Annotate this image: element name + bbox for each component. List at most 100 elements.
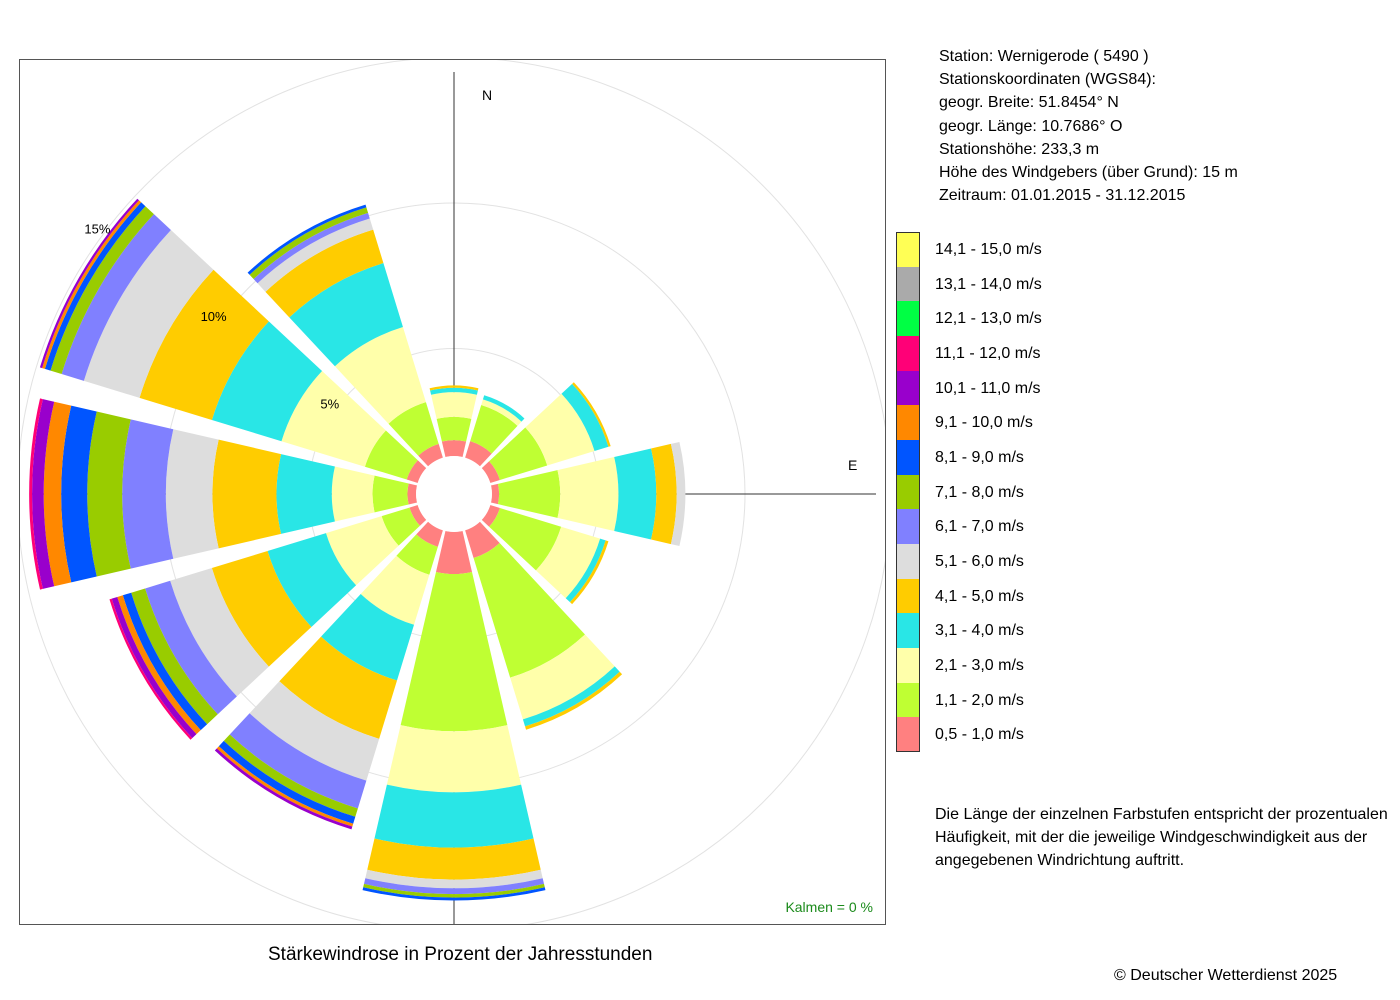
sector-90-band-3 bbox=[557, 457, 619, 531]
sector-210-band-3 bbox=[360, 555, 430, 625]
sector-270-band-4 bbox=[276, 454, 335, 534]
sector-330-band-3 bbox=[334, 327, 426, 424]
legend-label: 9,1 - 10,0 m/s bbox=[935, 414, 1033, 432]
sector-210-band-1 bbox=[416, 521, 443, 547]
sector-270-deg bbox=[29, 398, 418, 590]
sector-210-deg bbox=[214, 521, 443, 830]
sector-0-band-5 bbox=[429, 385, 479, 391]
legend-swatch bbox=[896, 405, 920, 440]
sector-300-band-5 bbox=[139, 269, 269, 420]
sector-90-band-2 bbox=[497, 470, 561, 518]
sector-330-band-2 bbox=[388, 402, 439, 456]
sector-210-band-9 bbox=[218, 740, 356, 824]
sector-180-band-8 bbox=[363, 883, 545, 898]
legend-swatch bbox=[896, 613, 920, 648]
sector-90-band-4 bbox=[614, 448, 657, 540]
sector-150-band-4 bbox=[522, 666, 620, 727]
sector-330-band-6 bbox=[257, 218, 374, 292]
sector-330-band-5 bbox=[265, 229, 384, 318]
sector-210-band-5 bbox=[279, 636, 397, 739]
sector-180-band-3 bbox=[386, 725, 522, 793]
sector-150-band-3 bbox=[510, 634, 615, 720]
sensor-height: Höhe des Windgebers (über Grund): 15 m bbox=[939, 164, 1238, 182]
legend-label: 5,1 - 6,0 m/s bbox=[935, 552, 1024, 570]
legend-item: 2,1 - 3,0 m/s bbox=[896, 647, 1096, 683]
sector-270-band-6 bbox=[165, 429, 219, 559]
latitude: geogr. Breite: 51.8454° N bbox=[939, 94, 1119, 112]
sector-90-deg bbox=[490, 441, 686, 547]
legend-swatch bbox=[896, 439, 920, 475]
sector-240-band-5 bbox=[211, 551, 312, 667]
sector-270-band-2 bbox=[372, 475, 409, 513]
sector-240-band-1 bbox=[409, 505, 427, 526]
sector-300-band-8 bbox=[50, 206, 154, 375]
legend-label: 8,1 - 9,0 m/s bbox=[935, 448, 1024, 466]
legend-swatch bbox=[896, 232, 920, 267]
wind-rose-chart: 5% 10% 15% N E bbox=[20, 60, 885, 924]
legend-item: 0,5 - 1,0 m/s bbox=[896, 717, 1096, 752]
wind-direction-sectors bbox=[29, 198, 686, 901]
sector-330-band-7 bbox=[253, 212, 370, 284]
legend-label: 10,1 - 11,0 m/s bbox=[935, 379, 1041, 397]
sector-60-band-4 bbox=[561, 383, 609, 452]
wind-rose-plot-frame: 5% 10% 15% N E Kalmen = 0 % bbox=[19, 59, 886, 925]
sector-330-band-1 bbox=[418, 443, 443, 467]
legend-label: 0,5 - 1,0 m/s bbox=[935, 726, 1024, 744]
sector-150-deg bbox=[465, 521, 623, 730]
sector-0-band-1 bbox=[441, 440, 467, 458]
legend-item: 12,1 - 13,0 m/s bbox=[896, 301, 1096, 336]
legend-item: 3,1 - 4,0 m/s bbox=[896, 613, 1096, 648]
ring-label-5: 5% bbox=[320, 396, 339, 411]
legend-item: 11,1 - 12,0 m/s bbox=[896, 335, 1096, 371]
sector-210-band-8 bbox=[223, 734, 358, 817]
sector-270-band-1 bbox=[407, 483, 418, 505]
legend-label: 14,1 - 15,0 m/s bbox=[935, 241, 1042, 258]
sector-30-band-3 bbox=[481, 399, 522, 426]
sector-90-band-6 bbox=[670, 441, 686, 547]
sector-240-band-7 bbox=[145, 580, 237, 715]
sector-180-band-7 bbox=[363, 878, 545, 895]
sector-240-band-9 bbox=[122, 592, 208, 731]
station-info: Station: Wernigerode ( 5490 ) Stationsko… bbox=[939, 45, 1238, 207]
sector-300-band-1 bbox=[406, 460, 427, 483]
longitude: geogr. Länge: 10.7686° O bbox=[939, 117, 1123, 135]
legend-swatch bbox=[896, 370, 920, 406]
sector-60-band-2 bbox=[489, 427, 548, 480]
sector-60-band-5 bbox=[572, 382, 611, 447]
legend-swatch bbox=[896, 301, 920, 336]
sector-0-deg bbox=[429, 385, 479, 458]
sector-150-band-2 bbox=[473, 542, 585, 678]
sector-60-band-1 bbox=[481, 461, 500, 483]
ring-label-15: 15% bbox=[84, 221, 110, 236]
sector-180-band-9 bbox=[362, 887, 546, 901]
sector-180-band-6 bbox=[365, 869, 543, 889]
sector-270-band-12 bbox=[29, 398, 43, 590]
sector-120-band-1 bbox=[481, 505, 500, 527]
sector-60-deg bbox=[481, 382, 611, 483]
sector-240-deg bbox=[109, 505, 427, 740]
explanation-line-2: Häufigkeit, mit der die jeweilige Windge… bbox=[935, 829, 1368, 847]
station-elevation: Stationshöhe: 233,3 m bbox=[939, 140, 1100, 158]
sector-0-band-3 bbox=[431, 392, 477, 419]
sector-300-band-4 bbox=[211, 321, 323, 442]
sector-210-band-7 bbox=[229, 713, 367, 809]
ring-label-10: 10% bbox=[201, 309, 227, 324]
explanation-line-1: Die Länge der einzelnen Farbstufen entsp… bbox=[935, 806, 1388, 823]
station-name: Station: Wernigerode ( 5490 ) bbox=[939, 48, 1149, 65]
sector-30-deg bbox=[465, 395, 525, 467]
sector-240-band-4 bbox=[267, 533, 357, 627]
sector-270-band-3 bbox=[331, 466, 375, 522]
legend-item: 10,1 - 11,0 m/s bbox=[896, 370, 1096, 406]
sector-120-band-2 bbox=[489, 508, 562, 571]
legend-label: 13,1 - 14,0 m/s bbox=[935, 275, 1042, 293]
sector-210-band-2 bbox=[396, 534, 438, 575]
legend-swatch bbox=[896, 682, 920, 718]
sector-330-band-8 bbox=[249, 207, 369, 280]
sector-120-band-4 bbox=[565, 538, 606, 603]
sector-30-band-2 bbox=[470, 404, 518, 454]
sector-0-band-2 bbox=[436, 416, 472, 442]
period: Zeitraum: 01.01.2015 - 31.12.2015 bbox=[939, 187, 1186, 205]
sector-0-band-4 bbox=[430, 387, 478, 395]
legend-label: 3,1 - 4,0 m/s bbox=[935, 622, 1024, 640]
legend-item: 8,1 - 9,0 m/s bbox=[896, 439, 1096, 475]
